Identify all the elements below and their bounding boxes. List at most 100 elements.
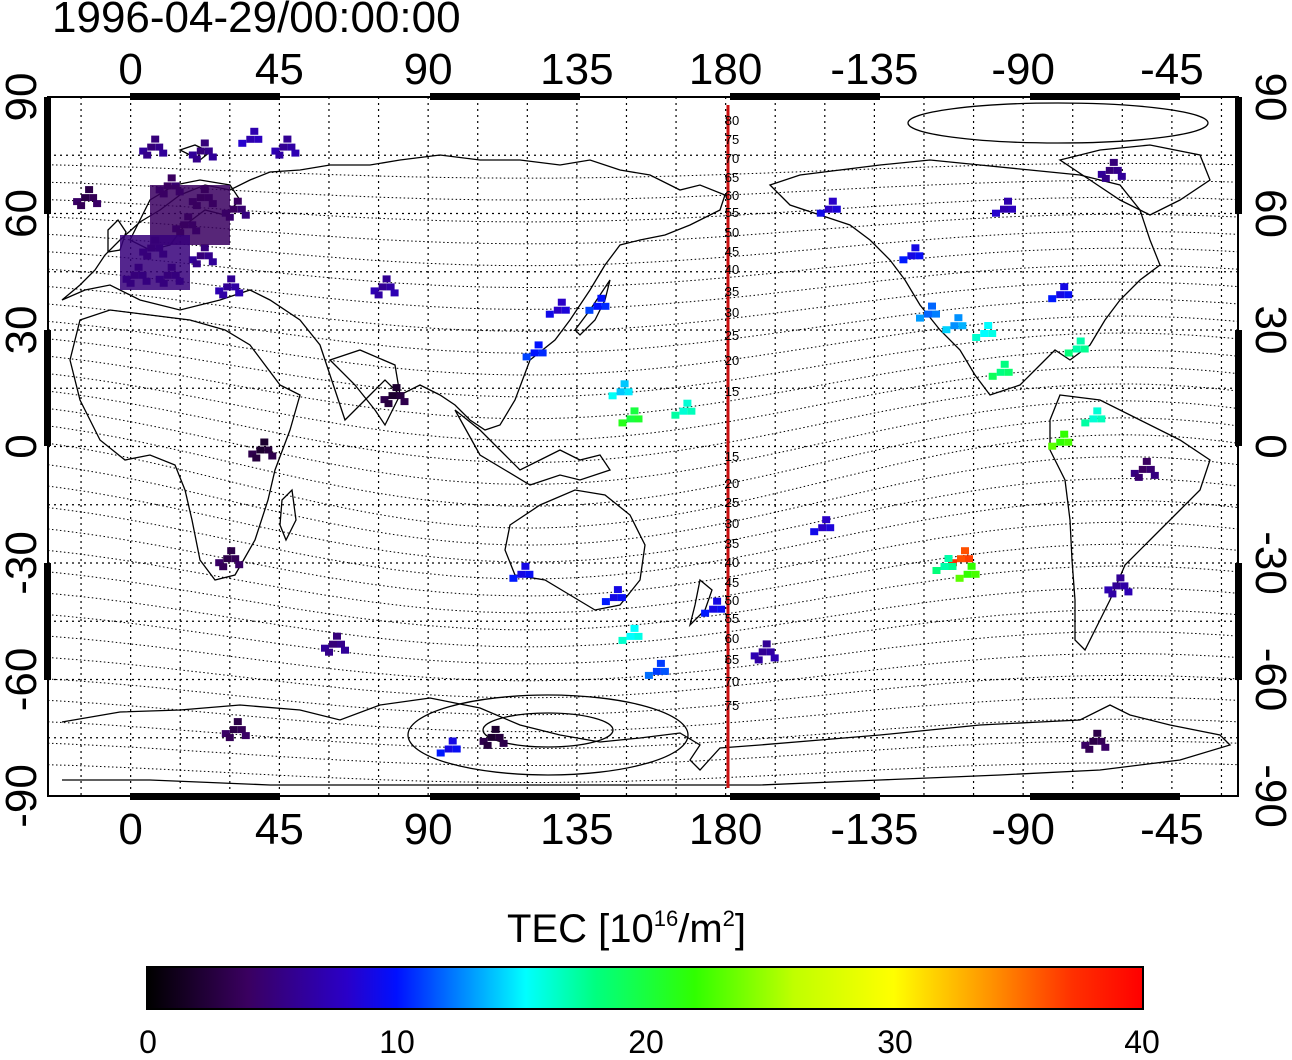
colorbar-tick: 30 [877, 1024, 913, 1060]
lon-tick-label-top: 45 [255, 45, 304, 94]
tec-cell [601, 302, 610, 310]
tec-cell [279, 143, 288, 151]
tec-cell [487, 733, 496, 741]
contour-line [47, 521, 1239, 597]
colorbar-title-exp2: 2 [722, 906, 735, 931]
tec-cell [192, 260, 201, 268]
tec-cell [915, 252, 924, 260]
tec-cell [159, 149, 168, 157]
tec-cell [200, 244, 209, 252]
tec-cell [143, 151, 152, 159]
tec-cell [390, 289, 399, 297]
tec-cell [996, 368, 1005, 376]
tec-cell [1109, 158, 1118, 166]
tec-cell [452, 745, 461, 753]
tec-cell [932, 567, 941, 574]
tec-cell [275, 151, 284, 159]
tec-cell [1101, 174, 1110, 182]
contour-line [47, 434, 1239, 529]
frame-bar [1030, 93, 1180, 100]
coastline-india [328, 349, 401, 427]
tec-cell [940, 563, 949, 570]
contour-line [47, 478, 1239, 563]
tec-cell [634, 632, 643, 640]
tec-cell [151, 135, 160, 143]
tec-cell [521, 562, 530, 570]
tec-cell [333, 632, 341, 640]
lon-tick-label-bottom: 180 [689, 805, 762, 854]
tec-cell [264, 446, 273, 454]
meridian-label: 45 [725, 575, 739, 590]
frame-bar [730, 793, 880, 800]
tec-cell [770, 654, 779, 662]
contour-south-pole-inner [482, 712, 614, 748]
meridian-label: 70 [725, 674, 739, 689]
tec-cell [233, 197, 242, 205]
tec-cell [200, 139, 209, 147]
tec-cell [386, 283, 395, 291]
meridian-label: 40 [725, 262, 739, 277]
meridian-label: 25 [725, 328, 739, 343]
tec-cell [597, 294, 606, 302]
tec-cell [337, 640, 345, 648]
tec-cell [254, 135, 263, 143]
tec-cell [963, 570, 972, 578]
lat-tick-label-left: -90 [0, 764, 46, 828]
contour-line [47, 366, 1239, 442]
contour-line [47, 674, 1239, 716]
tec-cell [396, 392, 405, 400]
tec-cell [374, 291, 383, 299]
tec-cell [1081, 741, 1090, 749]
tec-cell [713, 597, 722, 605]
tec-cell [630, 407, 639, 415]
tec-cell [283, 135, 292, 143]
tec-cell [517, 570, 526, 578]
frame-border [47, 96, 1239, 797]
frame-bar [730, 93, 880, 100]
tec-cell [758, 648, 767, 656]
contour-line [47, 230, 1239, 267]
tec-cell [525, 570, 534, 578]
tec-cell [1112, 582, 1121, 590]
contour-line [47, 565, 1239, 631]
tec-cell [1048, 295, 1057, 303]
tec-cell [617, 594, 626, 602]
tec-cell [626, 415, 635, 423]
tec-cell [139, 147, 148, 155]
meridian-label: 65 [725, 170, 739, 185]
tec-cell [495, 733, 504, 741]
coastline-nz [688, 578, 713, 628]
tec-cell [626, 632, 635, 640]
tec-cell [229, 205, 238, 213]
tec-cell [227, 547, 236, 555]
tec-cell [229, 726, 238, 734]
tec-cell [219, 563, 228, 571]
meridian-label: 35 [725, 536, 739, 551]
tec-cell [624, 388, 633, 396]
tec-cell [545, 310, 554, 318]
tec-cell [1056, 438, 1065, 446]
tec-cell [1076, 337, 1085, 345]
tec-cell [1093, 407, 1102, 415]
lat-tick-label-left: 90 [0, 73, 46, 122]
lon-tick-label-bottom: -90 [991, 805, 1055, 854]
frame-bar [1030, 793, 1180, 800]
coastline-south-america [1049, 394, 1211, 652]
contour-line [47, 609, 1239, 665]
tec-cell [1097, 737, 1106, 745]
tec-cell [196, 252, 205, 260]
meridian-label: 15 [725, 384, 739, 399]
tec-cell [1060, 283, 1069, 291]
tec-cell [824, 205, 833, 213]
colorbar [146, 966, 1144, 1010]
lat-tick-label-right: -90 [1246, 764, 1292, 828]
tec-cell [671, 411, 680, 419]
tec-cell [593, 302, 602, 310]
tec-cell [754, 656, 763, 664]
lon-tick-label-top: -90 [991, 45, 1055, 94]
tec-cell [954, 314, 963, 322]
meridian-label: 55 [725, 611, 739, 626]
tec-cell [750, 652, 759, 660]
axis-tick-labels: 0045459090135135180180-135-135-90-90-45-… [0, 45, 1292, 854]
lat-tick-label-left: -30 [0, 531, 46, 595]
